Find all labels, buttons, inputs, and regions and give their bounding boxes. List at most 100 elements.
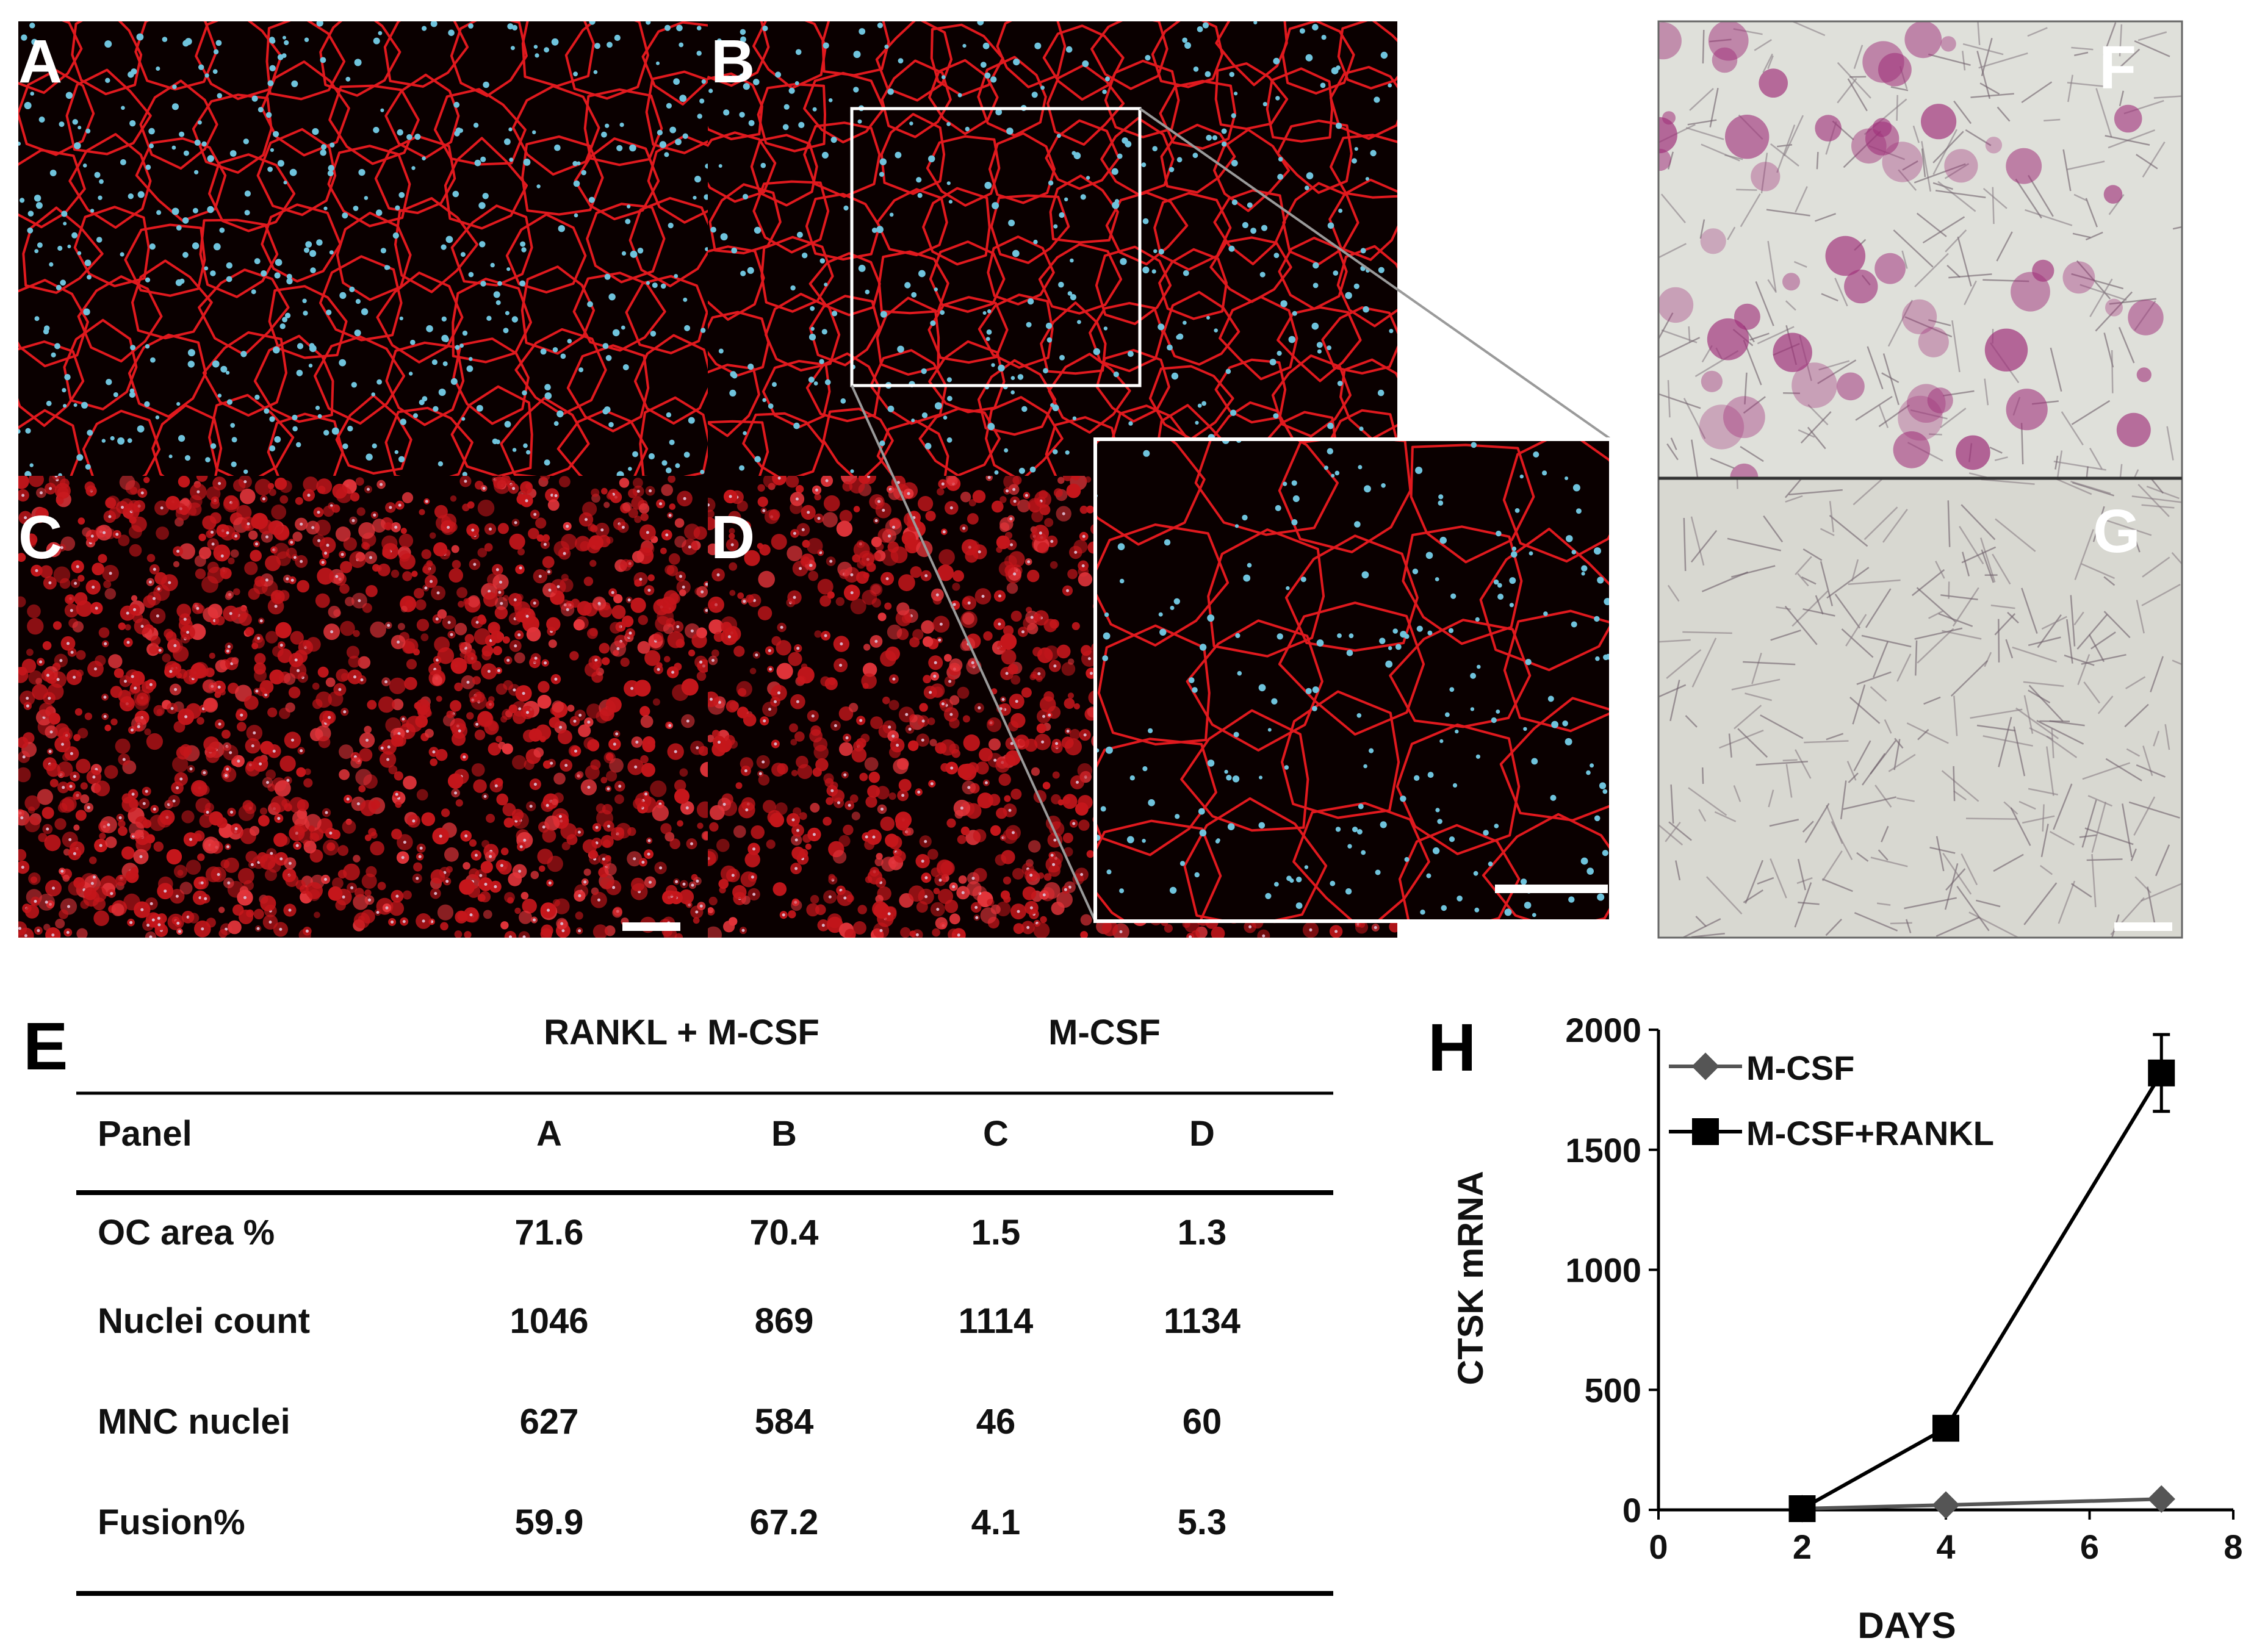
cell <box>295 497 303 505</box>
nucleus <box>727 635 731 639</box>
nucleus <box>347 425 353 432</box>
nucleus <box>110 436 115 441</box>
nucleus <box>96 237 103 243</box>
nucleus <box>613 742 616 746</box>
nucleus <box>1354 147 1358 151</box>
cell-membrane <box>1271 354 1352 437</box>
cell <box>339 769 350 780</box>
cell <box>331 504 340 513</box>
nucleus <box>711 659 715 662</box>
nucleus <box>521 247 527 253</box>
nucleus <box>615 732 619 736</box>
cell <box>464 634 475 644</box>
cell <box>749 667 757 675</box>
cell-membrane <box>514 328 607 416</box>
cell <box>945 476 956 484</box>
cell <box>796 755 808 769</box>
cell <box>1068 658 1075 665</box>
cell <box>962 715 970 723</box>
nucleus <box>699 904 703 908</box>
cell <box>448 568 463 583</box>
nucleus <box>828 895 832 899</box>
cell <box>511 809 524 821</box>
nucleus <box>73 403 77 407</box>
nucleus <box>1550 794 1557 801</box>
nucleus <box>1057 134 1061 138</box>
nucleus <box>69 785 73 788</box>
cell <box>370 621 386 638</box>
nucleus <box>146 924 150 927</box>
nucleus <box>464 479 467 483</box>
nucleus <box>479 241 486 248</box>
nucleus <box>24 102 32 109</box>
cell <box>853 506 860 512</box>
nucleus <box>462 330 468 336</box>
nucleus <box>1030 616 1034 619</box>
nucleus <box>99 844 103 847</box>
cell <box>172 756 189 773</box>
nucleus <box>597 602 601 605</box>
cell <box>613 594 623 604</box>
nucleus <box>356 802 360 806</box>
nucleus <box>57 245 63 251</box>
cell <box>414 587 425 599</box>
nucleus <box>120 159 126 165</box>
cell <box>104 588 117 600</box>
nucleus <box>1562 720 1568 727</box>
nucleus <box>548 588 552 592</box>
nucleus <box>1066 730 1070 733</box>
cell-membrane <box>1282 182 1359 266</box>
cell <box>923 636 934 647</box>
cell <box>837 561 852 577</box>
nucleus <box>77 251 82 256</box>
nucleus <box>398 503 402 507</box>
nucleus <box>1271 698 1278 705</box>
nucleus <box>37 929 40 932</box>
cell <box>744 550 760 566</box>
nucleus <box>172 799 176 803</box>
nucleus <box>1029 466 1036 473</box>
cell <box>615 822 632 839</box>
cell <box>864 757 879 771</box>
nucleus <box>145 789 148 793</box>
nucleus <box>1167 344 1173 351</box>
cell-membrane <box>1162 290 1241 366</box>
cell <box>275 622 292 639</box>
nucleus <box>683 297 688 302</box>
nucleus <box>1566 535 1573 542</box>
cell <box>693 526 707 540</box>
nucleus <box>1494 824 1499 828</box>
cell <box>378 696 395 713</box>
nucleus <box>1169 167 1175 173</box>
nucleus <box>782 913 785 917</box>
nucleus <box>1295 902 1303 909</box>
nucleus <box>534 656 538 660</box>
nucleus <box>256 927 260 930</box>
nucleus <box>936 908 940 911</box>
cell <box>82 527 92 537</box>
nucleus <box>1273 253 1280 258</box>
cell-membrane <box>314 335 406 425</box>
cell <box>547 499 560 511</box>
cell <box>361 909 375 924</box>
cell <box>733 645 745 657</box>
cell <box>40 565 53 578</box>
nucleus <box>946 437 952 443</box>
nucleus <box>450 633 453 636</box>
nucleus <box>1542 470 1547 476</box>
nucleus <box>1050 540 1054 543</box>
nucleus <box>218 722 221 726</box>
cell-membrane <box>265 21 346 101</box>
nucleus <box>561 929 565 933</box>
nucleus <box>192 242 200 250</box>
cell-membrane <box>1183 797 1328 921</box>
nucleus <box>398 192 405 198</box>
nucleus <box>1551 720 1559 728</box>
nucleus <box>1497 594 1504 600</box>
nucleus <box>1072 822 1076 825</box>
nucleus <box>326 309 332 315</box>
cell <box>486 814 495 823</box>
nucleus <box>419 846 423 850</box>
nucleus <box>693 196 697 200</box>
cell <box>1062 833 1073 844</box>
